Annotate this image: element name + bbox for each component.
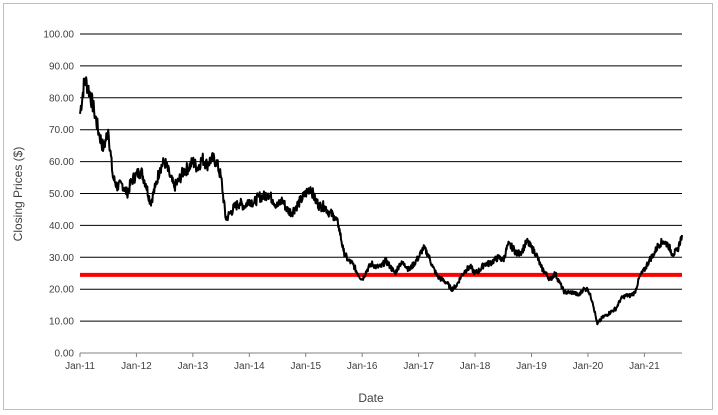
- x-tick-label: Jan-18: [460, 361, 491, 372]
- x-axis-ticks: Jan-11 Jan-12 Jan-13 Jan-14 Jan-15 Jan-16 Jan-…: [65, 353, 660, 372]
- y-tick-label: 70.00: [49, 125, 74, 136]
- x-axis-title: Date: [358, 391, 384, 405]
- y-tick-label: 0.00: [55, 349, 75, 360]
- x-tick-label: Jan-13: [178, 361, 209, 372]
- y-tick-label: 100.00: [43, 30, 74, 41]
- y-tick-label: 50.00: [49, 189, 74, 200]
- y-axis-title: Closing Prices ($): [11, 147, 25, 242]
- x-tick-label: Jan-11: [65, 361, 95, 372]
- y-tick-label: 10.00: [49, 317, 74, 328]
- y-tick-label: 20.00: [49, 285, 74, 296]
- series-line-closing-price: [79, 76, 683, 326]
- x-tick-label: Jan-19: [516, 361, 547, 372]
- gridlines: [80, 33, 682, 322]
- y-tick-label: 30.00: [49, 253, 74, 264]
- y-tick-label: 60.00: [49, 157, 74, 168]
- x-tick-label: Jan-12: [121, 361, 152, 372]
- y-tick-label: 90.00: [49, 61, 74, 72]
- x-tick-label: Jan-14: [234, 361, 265, 372]
- x-tick-label: Jan-16: [347, 361, 378, 372]
- y-axis-ticks: 0.00 10.00 20.00 30.00 40.00 50.00 60.00 70.00 8…: [43, 30, 74, 360]
- y-tick-label: 80.00: [49, 93, 74, 104]
- y-tick-label: 40.00: [49, 221, 74, 232]
- x-tick-label: Jan-17: [403, 361, 434, 372]
- x-tick-label: Jan-15: [290, 361, 321, 372]
- x-tick-label: Jan-21: [629, 361, 660, 372]
- x-tick-label: Jan-20: [573, 361, 604, 372]
- chart-frame: [3, 3, 713, 410]
